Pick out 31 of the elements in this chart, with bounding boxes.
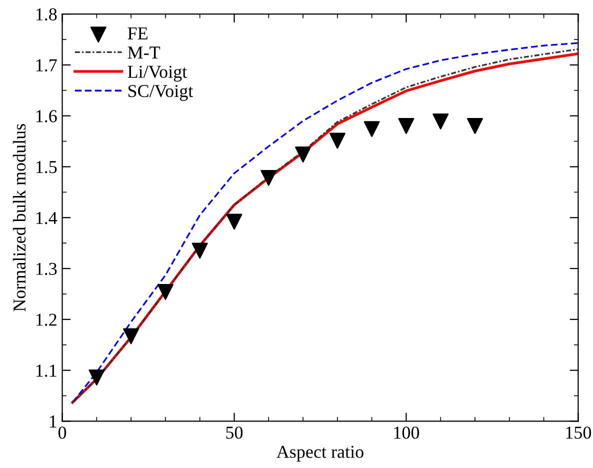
x-tick-label: 50 (226, 426, 243, 439)
x-tick-label: 150 (566, 426, 592, 439)
x-tick-label: 100 (394, 426, 420, 439)
y-axis-title: Normalized bulk modulus (12, 124, 26, 312)
point (123, 328, 140, 344)
point (364, 121, 380, 138)
point (432, 113, 449, 130)
point (260, 170, 277, 186)
x-axis-title: Aspect ratio (276, 446, 364, 462)
point (329, 132, 346, 149)
point (295, 146, 311, 162)
point (467, 118, 483, 134)
y-tick-label: 1.7 (36, 59, 57, 72)
legend-label: SC/Voigt (128, 84, 194, 101)
point (226, 214, 242, 230)
y-tick-label: 1.5 (36, 161, 57, 174)
y-tick-label: 1.1 (36, 364, 56, 377)
y-tick-label: 1 (50, 416, 56, 428)
legend-label: Li/Voigt (128, 66, 188, 82)
point (157, 284, 174, 300)
y-tick-label: 1.6 (36, 110, 57, 122)
point (192, 242, 208, 259)
y-tick-label: 1.3 (36, 262, 57, 276)
point (88, 369, 105, 386)
legend-label: FE (128, 27, 148, 40)
legend-label: M-T (128, 46, 160, 59)
point (398, 118, 414, 134)
x-tick-label: 0 (58, 426, 66, 439)
y-tick-label: 1.4 (36, 212, 58, 224)
y-tick-label: 1.8 (36, 8, 57, 21)
y-tick-label: 1.2 (36, 314, 56, 326)
